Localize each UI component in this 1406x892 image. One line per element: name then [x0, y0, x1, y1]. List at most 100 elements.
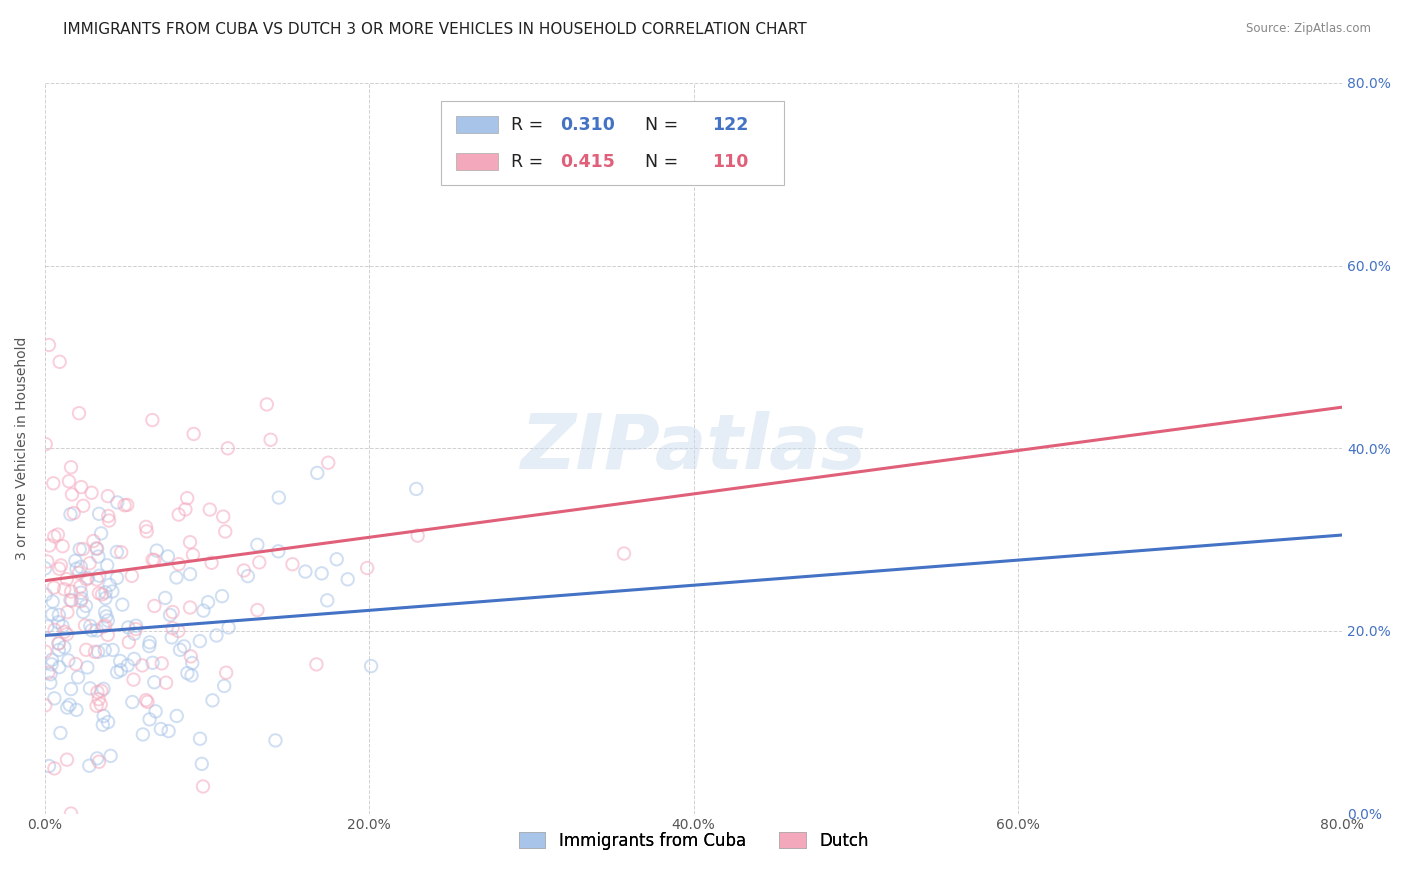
Point — [179, 600, 201, 615]
Text: 110: 110 — [711, 153, 748, 170]
Point — [87, 755, 110, 769]
Point — [80, 624, 103, 638]
Point — [48, 636, 70, 650]
Point — [122, 652, 145, 666]
Point — [38, 759, 60, 773]
Point — [56, 605, 79, 619]
Point — [179, 567, 201, 582]
Point — [200, 556, 222, 570]
Point — [46, 527, 69, 541]
Point — [59, 806, 82, 821]
Point — [87, 692, 110, 706]
Point — [138, 639, 160, 653]
Point — [53, 582, 76, 597]
Point — [232, 564, 254, 578]
Point — [49, 558, 72, 573]
Text: N =: N = — [634, 153, 683, 170]
Point — [121, 695, 143, 709]
Point — [167, 557, 190, 571]
Point — [188, 634, 211, 648]
Point — [143, 675, 166, 690]
Point — [86, 541, 108, 556]
Text: Source: ZipAtlas.com: Source: ZipAtlas.com — [1246, 22, 1371, 36]
Point — [316, 456, 339, 470]
Point — [179, 535, 201, 549]
Point — [53, 624, 76, 639]
Point — [215, 665, 238, 680]
Point — [214, 524, 236, 539]
Point — [39, 667, 62, 681]
Point — [217, 442, 239, 456]
Point — [86, 541, 108, 556]
Point — [87, 645, 110, 659]
Point — [267, 491, 290, 505]
Point — [90, 683, 112, 698]
Point — [105, 665, 128, 679]
Point — [613, 547, 636, 561]
Point — [86, 751, 108, 765]
Point — [100, 748, 122, 763]
Point — [97, 489, 120, 503]
Point — [56, 753, 79, 767]
Point — [44, 691, 66, 706]
Point — [70, 559, 93, 574]
Point — [48, 607, 70, 622]
Point — [166, 709, 188, 723]
Point — [56, 700, 79, 714]
Point — [294, 565, 316, 579]
Point — [37, 619, 59, 633]
Point — [38, 338, 60, 352]
Point — [39, 675, 62, 690]
Point — [305, 657, 328, 672]
Point — [406, 528, 429, 542]
Point — [48, 562, 70, 576]
Point — [41, 657, 63, 672]
Point — [69, 594, 91, 608]
Point — [59, 508, 82, 522]
Point — [157, 724, 180, 739]
Point — [75, 642, 97, 657]
Point — [247, 555, 270, 569]
Point — [360, 659, 382, 673]
Text: IMMIGRANTS FROM CUBA VS DUTCH 3 OR MORE VEHICLES IN HOUSEHOLD CORRELATION CHART: IMMIGRANTS FROM CUBA VS DUTCH 3 OR MORE … — [63, 22, 807, 37]
Point — [325, 552, 347, 566]
Point — [94, 591, 117, 606]
Point — [98, 514, 121, 528]
Point — [60, 593, 83, 607]
Point — [155, 675, 177, 690]
Point — [191, 756, 214, 771]
Point — [135, 524, 157, 539]
Point — [101, 643, 124, 657]
Point — [79, 556, 101, 570]
Point — [218, 620, 240, 634]
Point — [105, 495, 128, 509]
Point — [65, 657, 87, 671]
Point — [34, 588, 56, 602]
Point — [86, 624, 108, 638]
Point — [41, 653, 63, 667]
Point — [121, 569, 143, 583]
Point — [44, 529, 66, 543]
Point — [60, 584, 83, 599]
Point — [281, 558, 304, 572]
Point — [72, 542, 94, 557]
Point — [138, 635, 160, 649]
Point — [67, 670, 90, 684]
Point — [259, 433, 281, 447]
Point — [76, 660, 98, 674]
Point — [169, 642, 191, 657]
Point — [53, 640, 76, 655]
Point — [143, 599, 166, 613]
Point — [307, 466, 329, 480]
Point — [356, 561, 378, 575]
Point — [173, 640, 195, 654]
Point — [87, 586, 110, 600]
Point — [162, 605, 184, 619]
Point — [58, 475, 80, 489]
Point — [94, 585, 117, 599]
Text: R =: R = — [510, 116, 548, 134]
Point — [181, 548, 204, 562]
Point — [167, 624, 190, 638]
Point — [65, 554, 87, 568]
Point — [59, 593, 82, 607]
